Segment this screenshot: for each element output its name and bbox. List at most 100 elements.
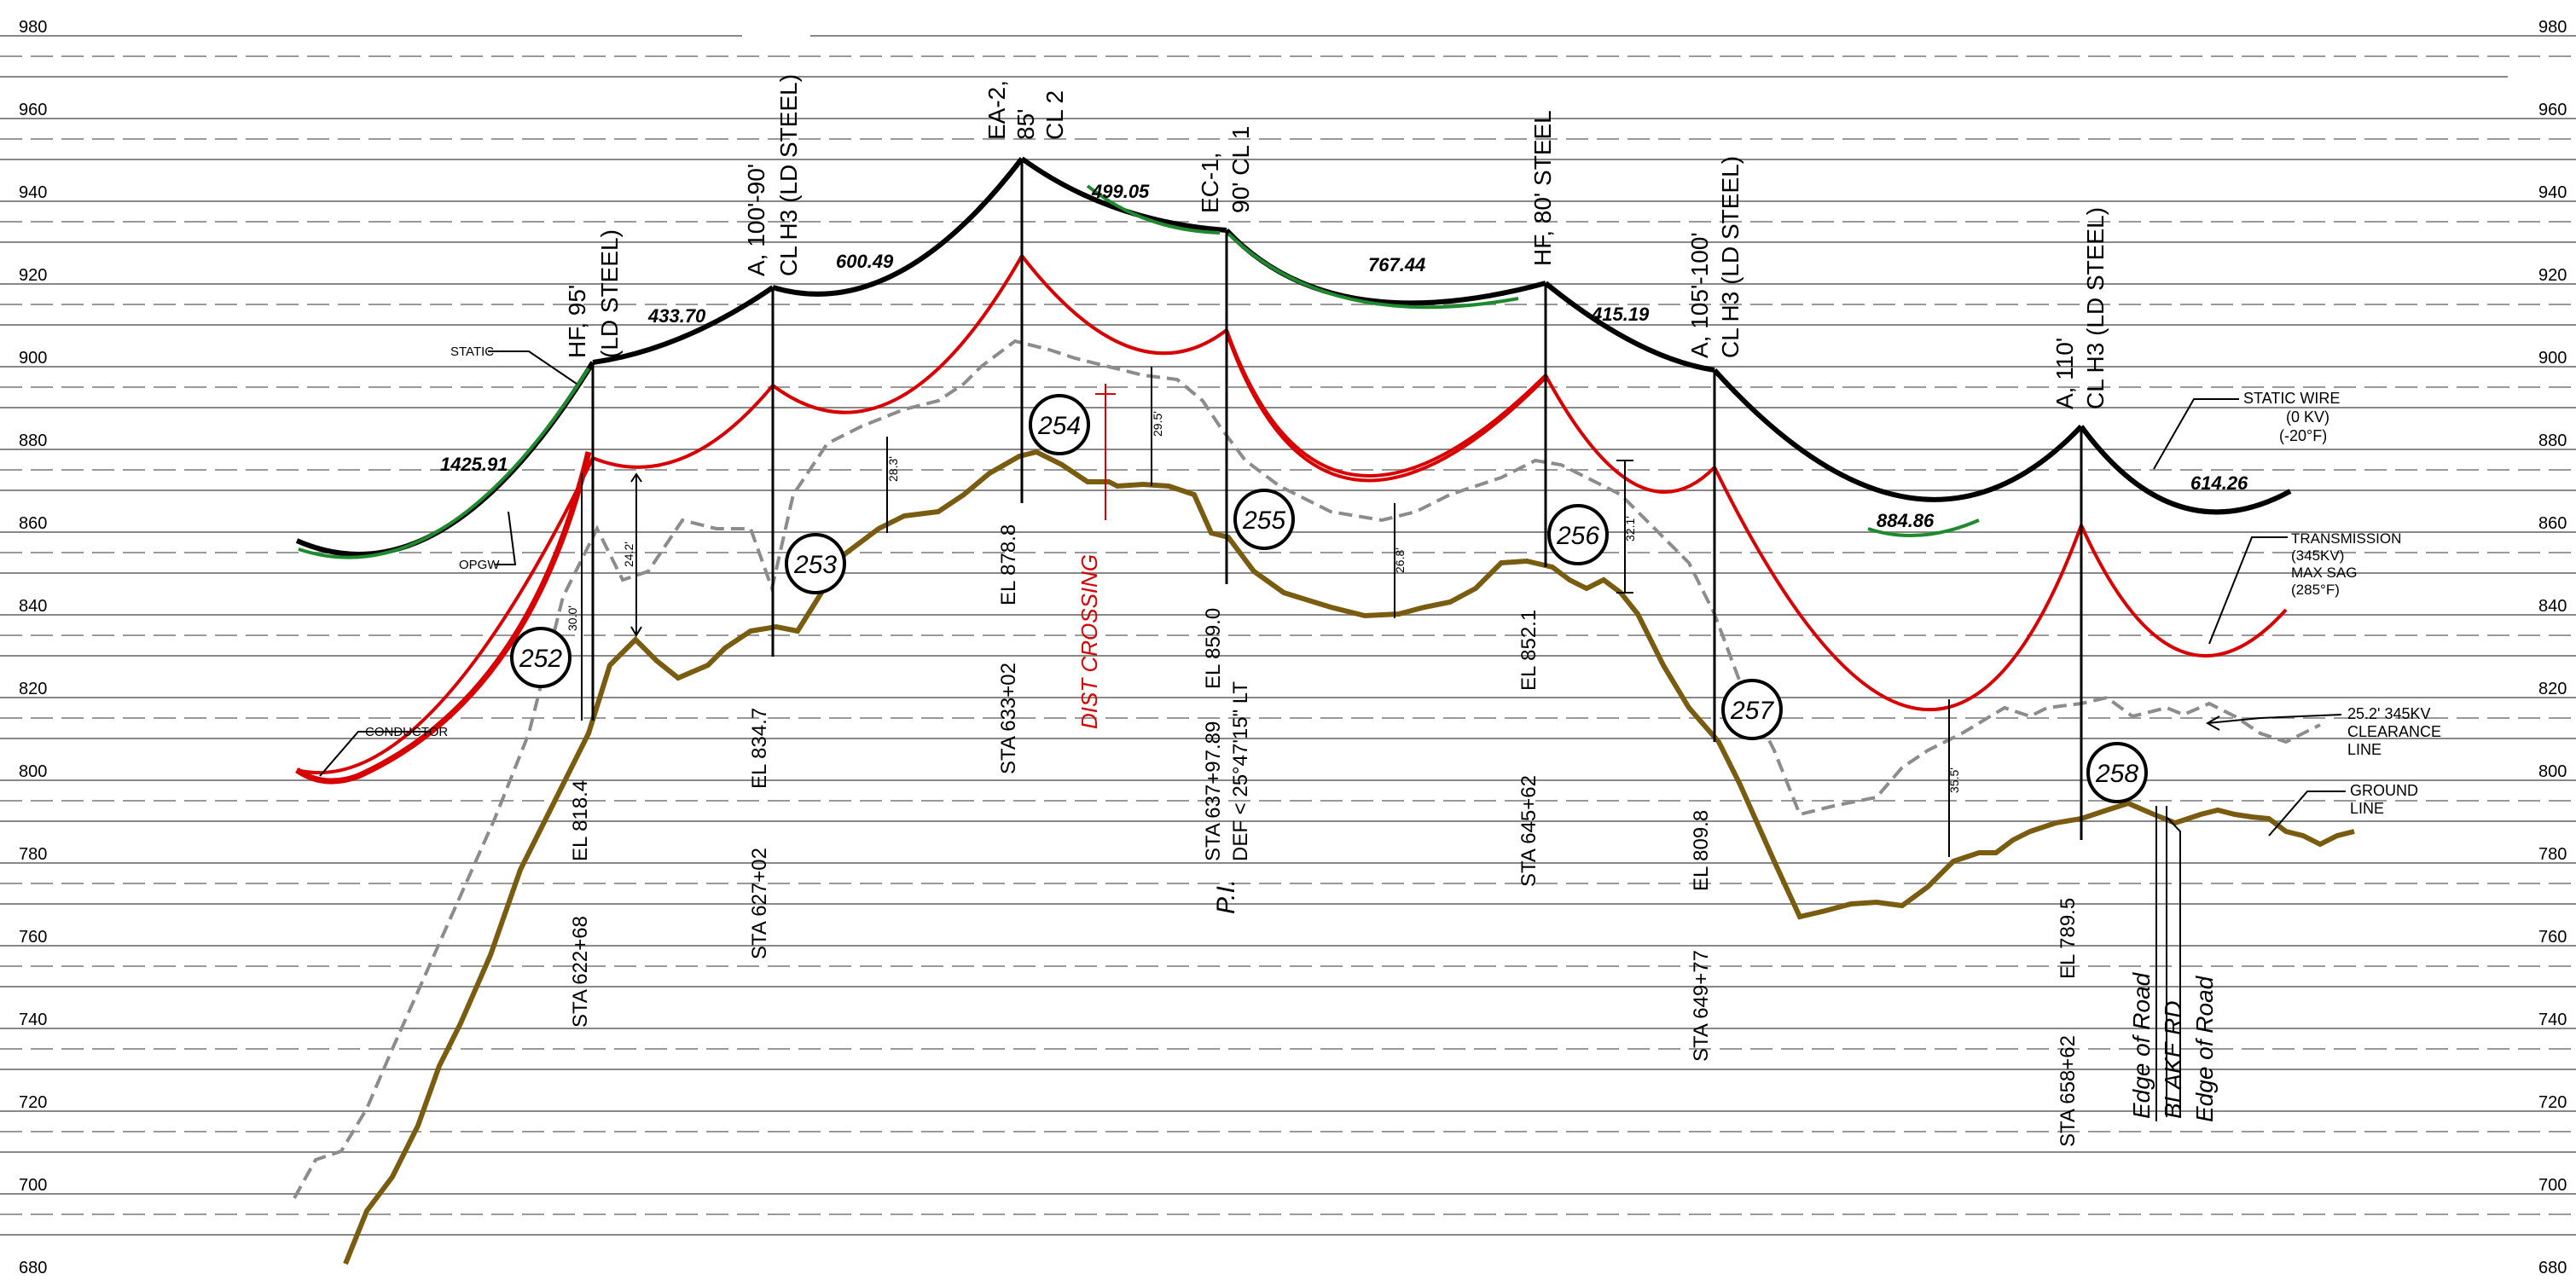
transmission-callout: MAX SAG	[2291, 565, 2357, 581]
elev-tick: 760	[2538, 928, 2567, 947]
clearance-value: 32.1'	[1623, 516, 1637, 542]
elev-tick: 740	[19, 1011, 47, 1029]
elev-tick: 740	[2538, 1011, 2567, 1029]
structure-type-labels: HF, 95' (LD STEEL) A, 100'-90' CL H3 (LD…	[564, 74, 2109, 409]
elev-tick: 900	[2538, 349, 2567, 368]
ground-callout: GROUND	[2350, 782, 2418, 799]
structure-type: A, 100'-90'	[743, 164, 769, 276]
structure-elevation: EL 809.8	[1690, 810, 1713, 891]
structure-type: CL H3 (LD STEEL)	[2082, 207, 2109, 409]
elev-tick: 880	[19, 431, 47, 450]
elev-tick: 680	[2538, 1259, 2567, 1277]
elev-tick: 980	[19, 18, 47, 37]
elev-tick: 820	[2538, 680, 2567, 698]
conductor	[295, 254, 2288, 785]
dist-crossing: DIST CROSSING	[1076, 384, 1116, 729]
span-lengths: 1425.91 433.70 600.49 499.05 767.44 415.…	[440, 181, 2248, 531]
structure-255[interactable]: 255	[1233, 489, 1295, 550]
structure-type: EA-2,	[983, 80, 1010, 140]
structure-254[interactable]: 254	[1029, 394, 1090, 455]
clearance-value: 29.5'	[1151, 411, 1164, 437]
elev-tick: 920	[19, 266, 47, 285]
structure-station: STA 627+02	[748, 848, 771, 959]
clearance-callout: CLEARANCE	[2347, 723, 2441, 740]
structure-elevation: EL 852.1	[1517, 610, 1540, 691]
elev-tick: 820	[19, 680, 47, 698]
structure-number: 257	[1730, 697, 1774, 725]
structure-type: (LD STEEL)	[596, 229, 623, 358]
structure-type: 85'	[1012, 109, 1039, 141]
span-length: 767.44	[1368, 254, 1425, 275]
structure-type: HF, 80' STEEL	[1529, 110, 1556, 266]
structure-253[interactable]: 253	[785, 533, 846, 594]
transmission-callout: (285°F)	[2291, 582, 2340, 598]
clearance-callout: 25.2' 345KV	[2347, 705, 2431, 722]
structure-type: EC-1,	[1197, 152, 1223, 213]
clearance-value: 30.0'	[566, 605, 579, 631]
structure-elevation: EL 789.5	[2057, 898, 2080, 979]
clearance-value: 24.2'	[622, 542, 635, 567]
elev-tick: 680	[19, 1259, 47, 1277]
structure-station: STA 637+97.89	[1202, 721, 1225, 861]
structure-256[interactable]: 256	[1547, 504, 1609, 565]
elev-tick: 860	[2538, 514, 2567, 533]
elev-tick: 940	[19, 183, 47, 202]
elevation-labels-right: 980 960 940 920 900 880 860 840 820 800 …	[2538, 18, 2567, 1277]
elevation-grid-minor	[0, 55, 2576, 1215]
structure-data-labels: EL 818.4 STA 622+68 EL 834.7 STA 627+02 …	[569, 524, 2080, 1147]
clearance-callout: LINE	[2347, 741, 2382, 758]
opgw-callout: OPGW	[459, 558, 500, 572]
span-length: 884.86	[1877, 510, 1935, 531]
structure-station: STA 633+02	[997, 663, 1020, 774]
structure-258[interactable]: 258	[2086, 742, 2148, 803]
elev-tick: 720	[19, 1093, 47, 1112]
structure-number: 255	[1242, 507, 1285, 535]
static-wire	[295, 156, 2292, 557]
elev-tick: 780	[19, 845, 47, 864]
structure-number: 253	[793, 551, 837, 579]
structure-257[interactable]: 257	[1721, 679, 1783, 740]
elev-tick: 960	[19, 101, 47, 119]
road-edge-label: Edge of Road	[2128, 971, 2155, 1119]
clearance-value: 35.5'	[1947, 767, 1961, 793]
structure-type: 90' CL 1	[1227, 126, 1254, 213]
clearance-value: 28.3'	[886, 456, 900, 482]
structure-poles	[591, 159, 2083, 840]
conductor-callout: CONDUCTOR	[365, 725, 448, 739]
elev-tick: 980	[2538, 18, 2567, 37]
elev-tick: 880	[2538, 431, 2567, 450]
structure-252[interactable]: 252	[510, 627, 571, 688]
span-length: 499.05	[1091, 181, 1150, 202]
opgw-wire	[298, 184, 1980, 559]
static-wire-callout: (0 KV)	[2286, 408, 2329, 426]
elevation-labels-left: 980 960 940 920 900 880 860 840 820 800 …	[19, 18, 47, 1277]
clearance-line	[293, 339, 2321, 1199]
static-wire-callout: STATIC WIRE	[2243, 390, 2340, 407]
structure-station: STA 649+77	[1690, 950, 1713, 1062]
structure-station: STA 658+62	[2057, 1035, 2080, 1147]
structure-type: A, 105'-100'	[1686, 232, 1713, 358]
static-callout: STATIC	[450, 345, 494, 359]
transmission-callout: (345KV)	[2291, 547, 2344, 564]
structure-type: CL 2	[1041, 90, 1068, 140]
span-length: 614.26	[2190, 472, 2248, 494]
span-length: 415.19	[1591, 304, 1650, 325]
elev-tick: 900	[19, 349, 47, 368]
road-name-label: BLAKE RD	[2160, 1001, 2186, 1120]
structure-station: STA 622+68	[569, 916, 592, 1028]
elev-tick: 960	[2538, 101, 2567, 119]
structure-elevation: EL 834.7	[748, 708, 771, 789]
clearance-dimensions	[581, 367, 1950, 857]
elev-tick: 920	[2538, 266, 2567, 285]
pi-label: P.I.	[1212, 879, 1240, 914]
structure-elevation: EL 859.0	[1202, 608, 1225, 689]
static-wire-callout: (-20°F)	[2279, 427, 2327, 444]
elev-tick: 800	[19, 762, 47, 781]
elev-tick: 700	[19, 1176, 47, 1195]
structure-number: 254	[1037, 412, 1081, 440]
dist-crossing-label: DIST CROSSING	[1076, 554, 1102, 729]
clearance-labels: 30.0' 24.2' 28.3' 29.5' 26.8' 32.1' 35.5…	[566, 411, 1961, 793]
road-edge-label: Edge of Road	[2191, 975, 2218, 1122]
structure-elevation: EL 878.8	[997, 524, 1020, 605]
